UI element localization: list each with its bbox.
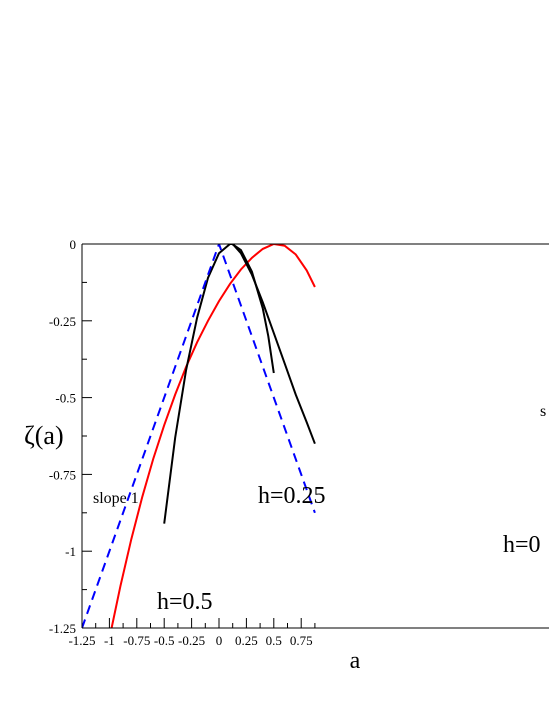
y-tick-label: -0.5 (55, 391, 76, 406)
annotation-h-0-5: h=0.5 (157, 589, 213, 615)
series-layer (82, 244, 316, 628)
y-tick-label: 0 (70, 237, 77, 252)
x-tick-label: 0.5 (266, 633, 282, 648)
x-tick-label: -1 (104, 633, 115, 648)
x-tick-label: -0.75 (123, 633, 150, 648)
y-tick-label: -1.25 (49, 621, 76, 636)
x-tick-label: -0.25 (178, 633, 205, 648)
series-line-h-0-25 (163, 244, 275, 524)
y-tick-label: -0.25 (49, 314, 76, 329)
y-tick-label: -1 (65, 544, 76, 559)
ticks-layer: -1.25 -1 -0.75 -0.5 -0.25 0 0.25 0.5 0.750-0.25-… (49, 237, 316, 648)
y-tick-label: -0.75 (49, 467, 76, 482)
x-tick-label: -0.5 (154, 633, 175, 648)
annotation-s-cut: s (540, 403, 546, 420)
series-line-h-0 (231, 244, 316, 445)
y-axis-title: ζ(a) (24, 421, 64, 450)
annotation-h-0-25: h=0.25 (258, 483, 326, 509)
series-line-h-0-5 (110, 244, 316, 628)
annotation-slope-1: slope 1 (93, 490, 139, 507)
x-tick-label: 0 (216, 633, 223, 648)
x-tick-label: -1.25 (68, 633, 95, 648)
x-axis-title: a (350, 648, 361, 674)
x-tick-label: 0.75 (290, 633, 313, 648)
annotation-h-0-cut: h=0 (503, 532, 541, 558)
x-tick-label: 0.25 (235, 633, 258, 648)
series-line-slope-1 (82, 244, 316, 628)
